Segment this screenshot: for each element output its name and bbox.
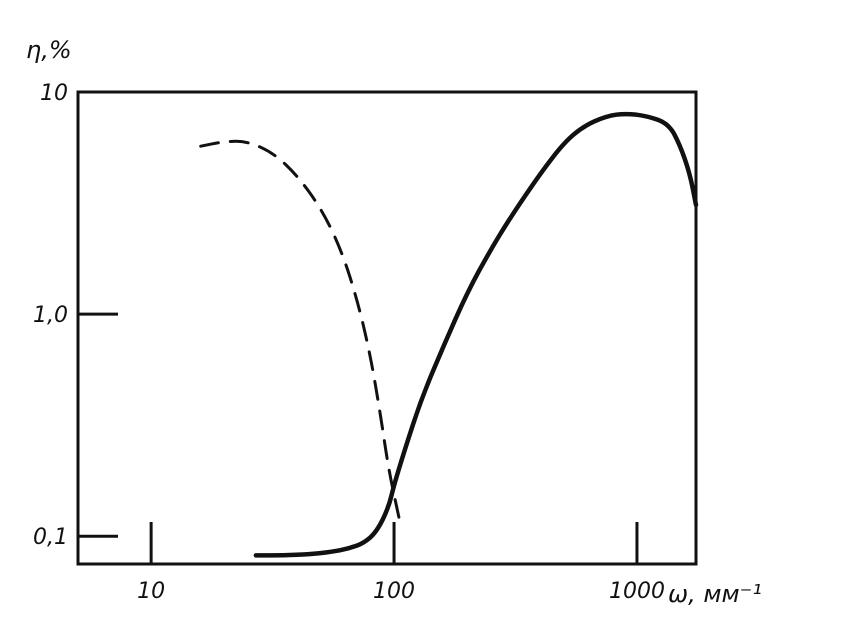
x-tick-label-2: 1000 <box>609 579 665 604</box>
x-tick-label-0: 10 <box>137 579 165 604</box>
solid-curve <box>253 111 699 558</box>
x-axis-title: ω, мм⁻¹ <box>668 580 762 608</box>
dashed-curve <box>199 139 401 521</box>
x-tick-label-1: 100 <box>373 579 415 604</box>
y-tick-label-1: 1,0 <box>33 303 68 328</box>
y-tick-label-0: 0,1 <box>33 525 68 550</box>
series-group <box>199 111 699 558</box>
plot-frame <box>76 90 698 566</box>
y-tick-label-2: 10 <box>40 81 68 106</box>
y-axis-title: η,% <box>26 36 72 64</box>
tick-labels: 10 100 1000 0,1 1,0 10 <box>33 81 665 604</box>
tick-marks <box>78 312 639 564</box>
